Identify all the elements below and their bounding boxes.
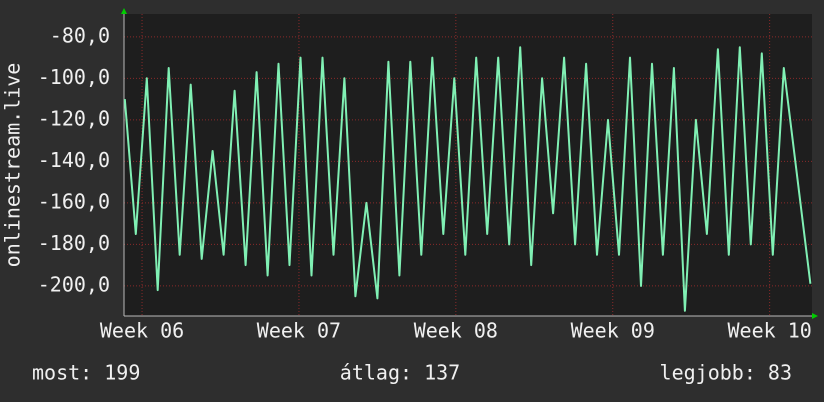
y-axis-label: onlinestream.live bbox=[1, 63, 25, 268]
x-axis-arrow bbox=[812, 313, 818, 319]
stat-current: most: 199 bbox=[32, 361, 140, 385]
x-tick-label: Week 10 bbox=[727, 319, 811, 343]
x-tick-label: Week 06 bbox=[100, 319, 184, 343]
y-tick-label: -140,0 bbox=[38, 148, 110, 172]
y-tick-label: -200,0 bbox=[38, 272, 110, 296]
line-series bbox=[123, 46, 812, 312]
y-tick-label: -160,0 bbox=[38, 189, 110, 213]
y-axis-arrow bbox=[121, 8, 127, 14]
x-tick-label: Week 08 bbox=[414, 319, 498, 343]
stat-best: legjobb: 83 bbox=[660, 361, 792, 385]
stat-average: átlag: 137 bbox=[340, 361, 460, 385]
y-tick-label: -180,0 bbox=[38, 231, 110, 255]
y-tick-label: -100,0 bbox=[38, 65, 110, 89]
plot-area bbox=[124, 14, 812, 316]
x-tick-label: Week 09 bbox=[571, 319, 655, 343]
y-tick-label: -120,0 bbox=[38, 106, 110, 130]
x-tick-label: Week 07 bbox=[257, 319, 341, 343]
y-tick-label: -80,0 bbox=[50, 23, 110, 47]
